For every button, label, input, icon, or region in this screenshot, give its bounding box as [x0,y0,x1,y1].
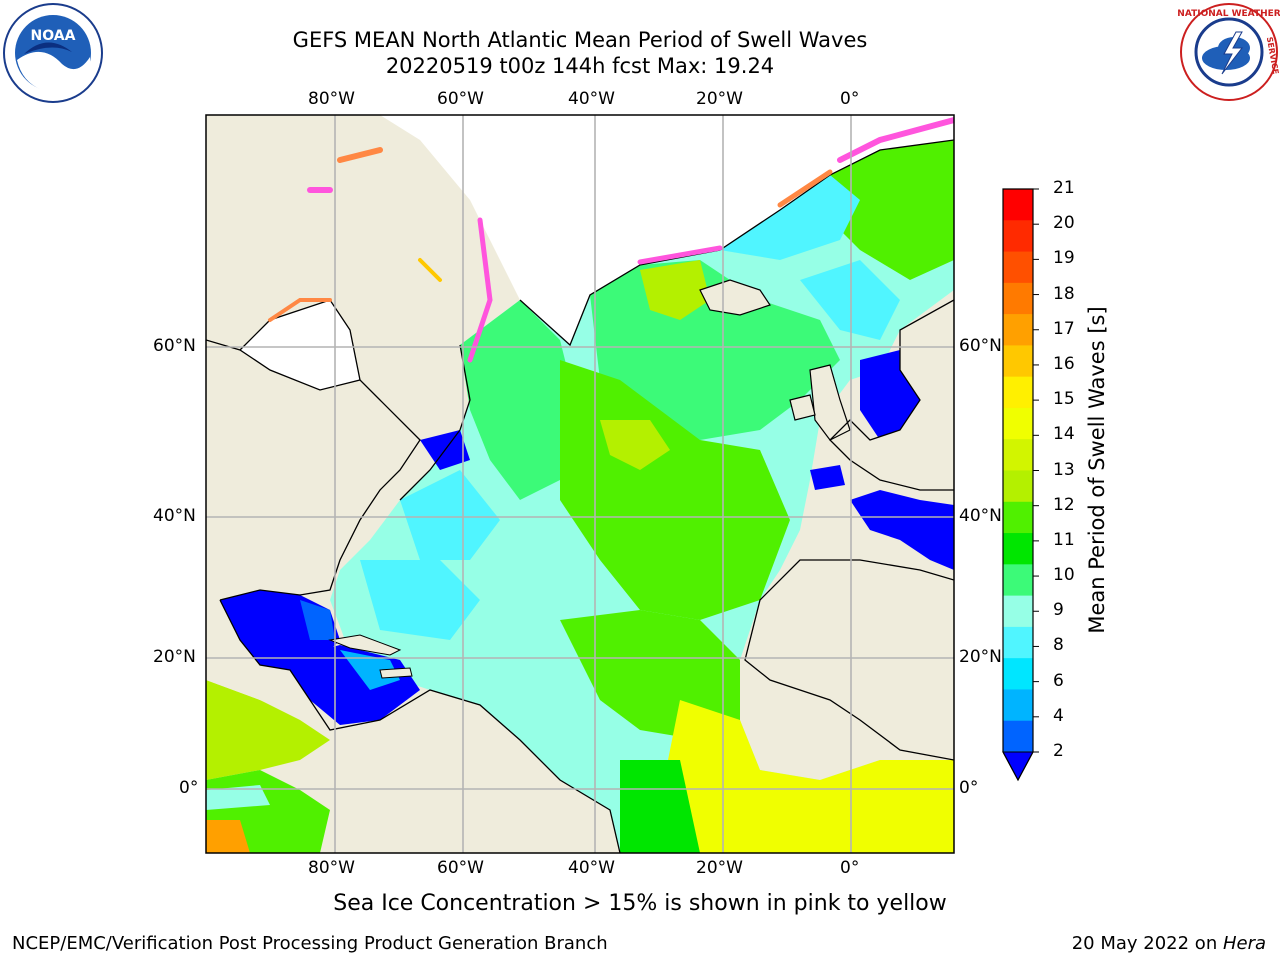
colorbar-swatch [1003,658,1033,690]
arctic-white [206,115,954,345]
lon-label-top-0: 0° [840,89,860,109]
colorbar-tick-label: 17 [1053,318,1075,339]
credit-right: 20 May 2022 on Hera [1072,933,1266,954]
colorbar-swatch [1003,314,1033,346]
colorbar-tick-label: 8 [1053,635,1064,656]
colorbar-tick-label: 18 [1053,283,1075,304]
colorbar-tick-label: 20 [1053,213,1075,234]
colorbar-tick-label: 6 [1053,670,1064,691]
lon-label-top-20w: 20°W [696,89,743,109]
lon-label-top-60w: 60°W [437,89,484,109]
colorbar-tick-label: 19 [1053,248,1075,269]
north-america [206,340,420,600]
credit-left: NCEP/EMC/Verification Post Processing Pr… [12,933,608,954]
colorbar-tick-label: 15 [1053,389,1075,410]
colorbar-tick-label: 10 [1053,565,1075,586]
lon-label-bottom-40w: 40°W [568,858,615,878]
colorbar-swatch [1003,626,1033,659]
hudson-bay [240,300,360,390]
noaa-logo: NOAA [3,3,103,103]
colorbar-swatch [1003,501,1033,534]
lon-label-bottom-0: 0° [840,858,860,878]
lat-label-left-40n: 40°N [153,506,196,526]
colorbar-swatch [1003,720,1033,753]
sea-ice-note: Sea Ice Concentration > 15% is shown in … [333,891,947,916]
colorbar-frame [1002,188,1034,782]
lon-label-bottom-20w: 20°W [696,858,743,878]
great-britain [809,364,851,441]
svg-text:NATIONAL WEATHER: NATIONAL WEATHER [1178,9,1280,19]
graticule [206,115,954,853]
ireland [789,394,816,421]
nws-logo: NATIONAL WEATHER SERVICE [1178,3,1280,101]
colorbar-swatch [1003,564,1033,597]
colorbar [1002,188,1039,782]
colorbar-swatch [1003,407,1033,440]
colorbar-swatch [1003,251,1033,284]
colorbar-tick-label: 13 [1053,459,1075,480]
lat-label-right-40n: 40°N [959,506,1002,526]
credit-host: Hera [1222,933,1266,954]
iceland [699,279,771,316]
colorbar-swatch [1003,439,1033,471]
colorbar-extend-arrow [1002,751,1034,782]
colorbar-swatch [1003,533,1033,565]
lat-label-left-20n: 20°N [153,647,196,667]
lat-label-left-0: 0° [179,778,199,798]
colorbar-tick-label: 11 [1053,529,1075,550]
colorbar-swatch [1003,220,1033,253]
sea-ice [268,117,954,363]
colorbar-label: Mean Period of Swell Waves [s] [1085,306,1109,634]
colorbar-swatch [1003,689,1033,722]
colorbar-tick-label: 4 [1053,705,1064,726]
svg-text:NOAA: NOAA [31,28,76,44]
colorbar-tick-label: 9 [1053,600,1064,621]
lat-label-left-60n: 60°N [153,336,196,356]
colorbar-swatch [1003,595,1033,628]
colorbar-swatch [1003,345,1033,378]
lon-label-bottom-60w: 60°W [437,858,484,878]
map-title: GEFS MEAN North Atlantic Mean Period of … [292,28,868,52]
lon-label-top-80w: 80°W [308,89,355,109]
colorbar-swatch [1003,470,1033,503]
colorbar-swatch [1003,282,1033,315]
colorbar-tick-label: 21 [1053,178,1075,198]
map-frame [205,114,955,854]
colorbar-tick-label: 2 [1053,741,1064,761]
colorbar-tick-label: 12 [1053,494,1075,515]
credit-date: 20 May 2022 on [1071,933,1223,954]
colorbar-tick-label: 14 [1053,424,1075,445]
lon-label-top-40w: 40°W [568,89,615,109]
colorbar-swatch [1003,189,1033,221]
africa [745,560,954,760]
map-subtitle: 20220519 t00z 144h fcst Max: 19.24 [385,54,775,78]
lat-label-right-0: 0° [959,778,979,798]
lat-label-right-20n: 20°N [959,647,1002,667]
colorbar-swatch [1003,376,1033,409]
mediterranean [850,490,954,570]
colorbar-tick-label: 16 [1053,353,1075,374]
lon-label-bottom-80w: 80°W [308,858,355,878]
lat-label-right-60n: 60°N [959,336,1002,356]
